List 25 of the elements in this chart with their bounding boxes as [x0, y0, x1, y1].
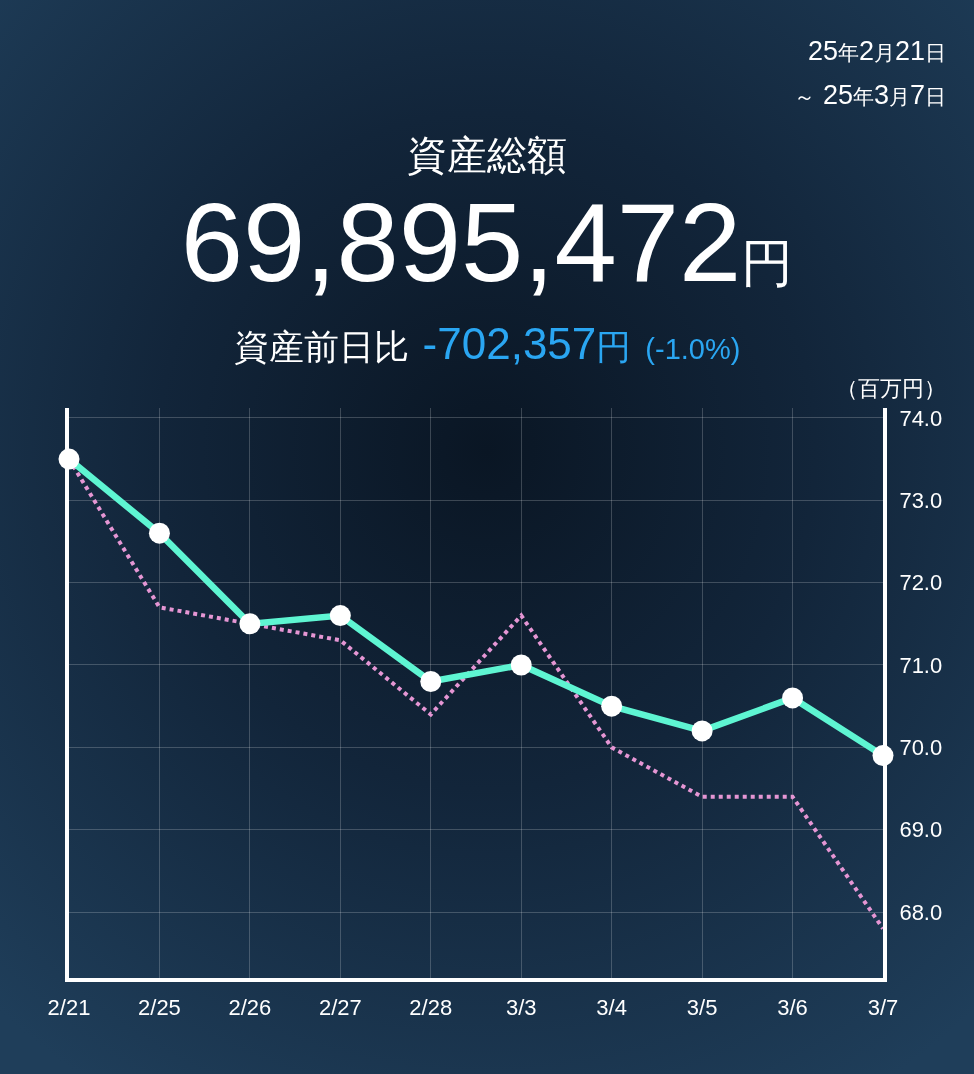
text: 25年2月21日: [806, 35, 946, 68]
x-tick-label: 3/5: [686, 995, 718, 1021]
x-tick-label: 2/26: [228, 995, 272, 1021]
x-tick-label: 3/3: [505, 995, 537, 1021]
text: 資産前日比: [233, 326, 409, 368]
y-tick-label: 74.0: [899, 405, 943, 431]
y-tick-label: 69.0: [899, 817, 943, 843]
text: (-1.0%): [645, 332, 741, 367]
x-tick-label: 2/25: [138, 995, 181, 1021]
x-tick-label: 3/4: [596, 995, 627, 1021]
y-tick-label: 72.0: [899, 570, 943, 596]
x-tick-label: 3/6: [777, 995, 808, 1021]
x-tick-label: 2/28: [409, 995, 453, 1021]
text: -702,357円: [422, 318, 632, 370]
x-tick-label: 2/21: [47, 995, 91, 1021]
y-tick-label: 70.0: [899, 735, 943, 761]
y-tick-label: 71.0: [899, 652, 943, 678]
text: ～ 25年3月7日: [794, 79, 946, 112]
x-tick-label: 3/7: [867, 995, 899, 1021]
chart-title: 資産総額: [407, 133, 567, 177]
y-tick-label: 73.0: [899, 487, 943, 513]
x-tick-label: 2/27: [318, 995, 362, 1021]
y-axis-title: （百万円）: [836, 375, 946, 403]
chart-subtitle: 69,895,472円: [180, 180, 794, 305]
y-tick-label: 68.0: [899, 899, 943, 925]
